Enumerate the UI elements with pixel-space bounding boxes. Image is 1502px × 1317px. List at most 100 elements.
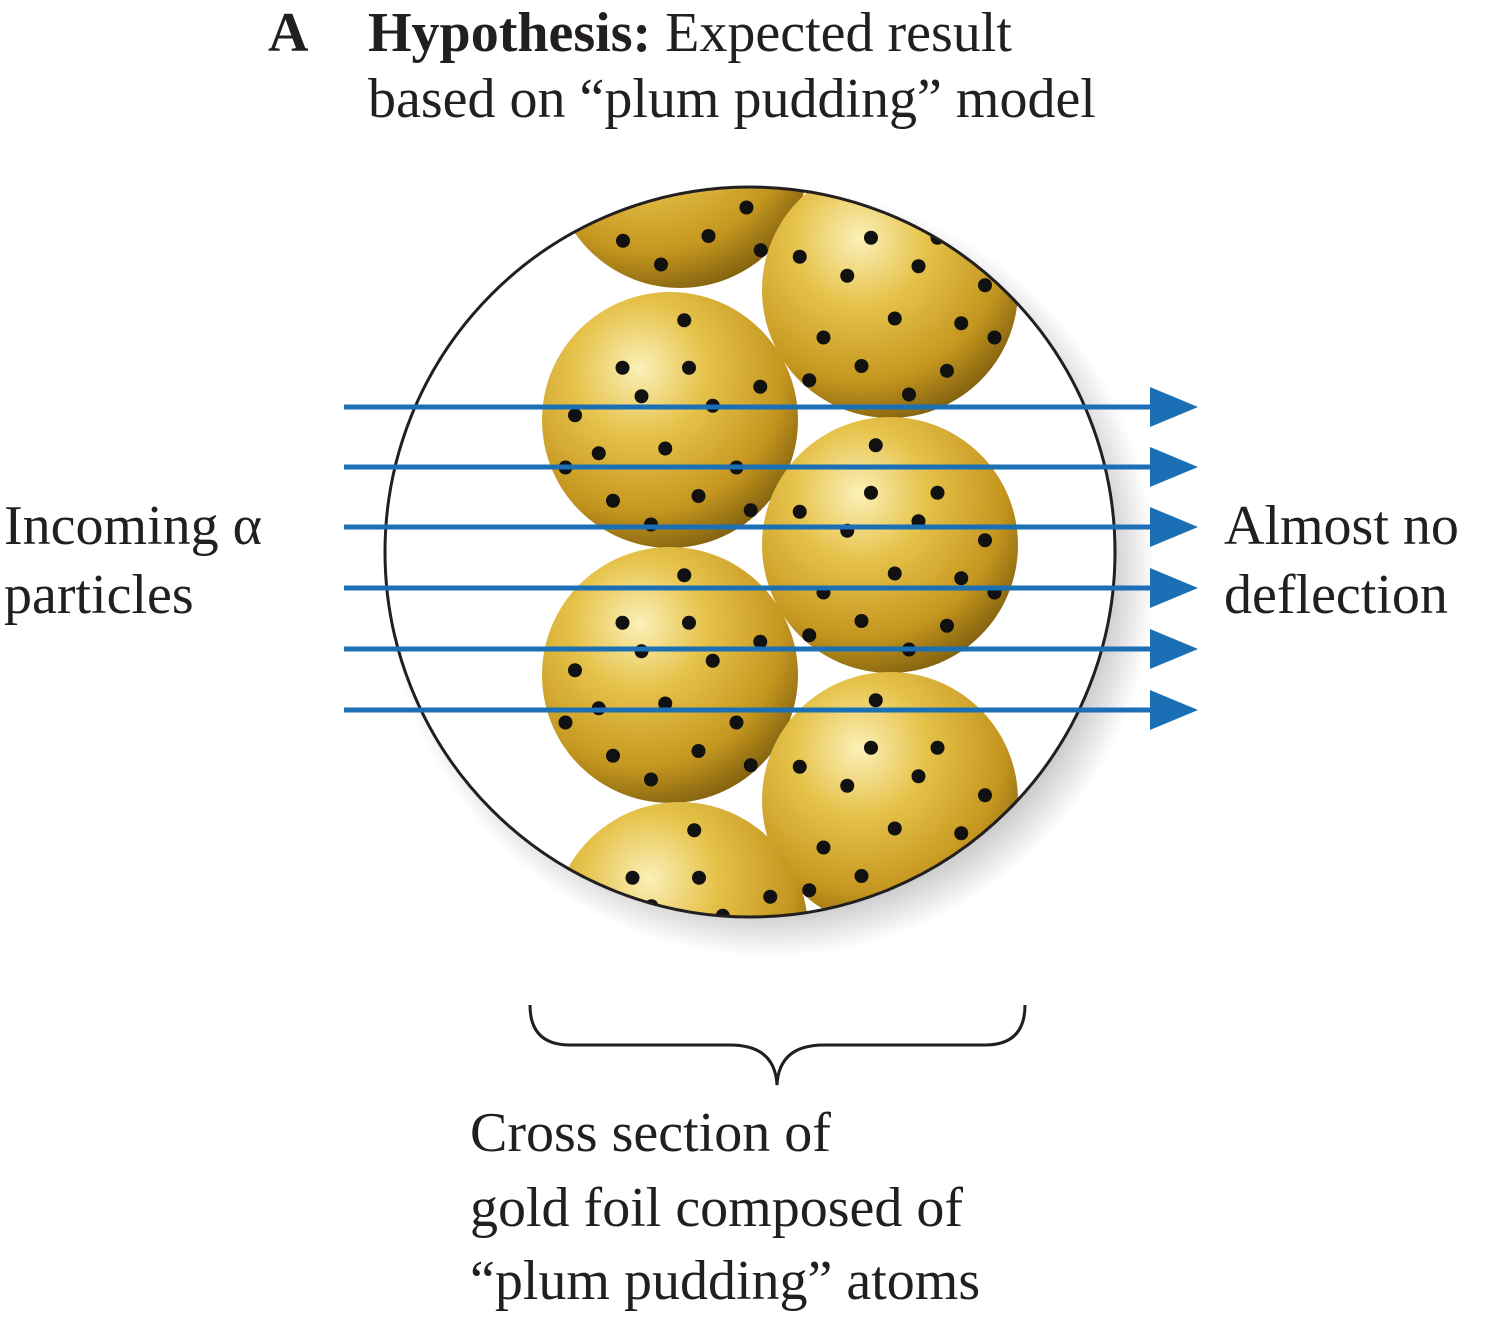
electron <box>802 373 817 388</box>
electron <box>978 788 992 803</box>
electron <box>802 628 817 643</box>
electron <box>816 330 831 345</box>
electron <box>854 869 869 883</box>
electron <box>677 313 692 328</box>
electron <box>716 139 730 153</box>
electron <box>616 233 630 248</box>
electron <box>682 360 696 375</box>
electron <box>792 759 807 774</box>
electron <box>591 446 606 461</box>
arrow-head <box>1150 507 1198 547</box>
electron <box>687 823 702 838</box>
electron <box>740 971 754 985</box>
foil-caption-line1: Cross section of <box>470 1102 831 1164</box>
electron <box>644 772 658 787</box>
electron <box>753 243 768 258</box>
electron <box>868 693 883 708</box>
foil-caption-line2: gold foil composed of <box>470 1177 964 1239</box>
electron <box>743 503 758 518</box>
electron <box>854 614 869 628</box>
electron <box>816 840 831 855</box>
electron <box>978 278 992 293</box>
gold-atom <box>762 187 1018 418</box>
electron <box>902 387 916 402</box>
electron <box>743 758 758 773</box>
electron <box>729 715 744 730</box>
electron <box>654 1028 668 1042</box>
electron <box>568 663 582 678</box>
electron <box>954 826 969 841</box>
panel-letter: A <box>268 2 309 64</box>
electron <box>687 53 701 67</box>
electron <box>615 360 630 375</box>
alpha-particle-paths <box>344 387 1198 730</box>
incoming-label-line1: Incoming α <box>4 495 262 557</box>
electron <box>634 389 649 404</box>
electron <box>602 956 616 970</box>
electron <box>868 438 883 453</box>
heading-bold: Hypothesis: <box>368 2 652 64</box>
electron <box>701 229 716 243</box>
electron <box>887 311 902 326</box>
electron <box>691 744 706 758</box>
electron <box>987 330 1002 345</box>
arrow-head <box>1150 447 1198 487</box>
electron <box>763 889 778 904</box>
electron <box>911 259 926 274</box>
gold-atom <box>552 802 808 917</box>
gold-atom <box>542 547 798 803</box>
electron <box>654 257 668 272</box>
gold-atom <box>542 292 798 548</box>
arrow-head <box>1150 387 1198 427</box>
electron <box>682 615 696 630</box>
electron <box>930 485 945 500</box>
outgoing-label-line1: Almost no <box>1224 495 1459 557</box>
electron <box>677 568 692 583</box>
electron <box>692 870 706 885</box>
electron <box>792 249 807 264</box>
electron <box>606 748 620 763</box>
electron <box>702 999 716 1013</box>
heading-line1: Expected result <box>651 2 1012 64</box>
electron <box>658 441 673 456</box>
electron <box>601 187 616 201</box>
electron <box>911 769 926 784</box>
electron <box>691 489 706 503</box>
electron <box>887 566 902 581</box>
electron <box>868 187 883 198</box>
electron <box>558 715 573 730</box>
electron <box>864 230 878 245</box>
electron <box>840 268 855 283</box>
electron <box>954 571 969 586</box>
electron <box>940 363 954 378</box>
electron <box>569 971 583 985</box>
electron <box>978 533 992 548</box>
electron <box>568 200 583 215</box>
foil-outline <box>383 185 1117 919</box>
arrow-head <box>1150 629 1198 669</box>
electron <box>615 615 630 630</box>
electron <box>864 740 878 755</box>
electron <box>616 1004 630 1018</box>
electron <box>658 696 673 711</box>
electron <box>578 918 592 932</box>
electron <box>954 316 969 331</box>
outgoing-label-line2: deflection <box>1224 564 1448 626</box>
electron <box>854 359 869 373</box>
electron <box>645 129 659 143</box>
electron <box>568 408 582 423</box>
electron <box>792 504 807 519</box>
electron <box>753 379 768 394</box>
electron <box>940 618 954 633</box>
diagram-heading: Hypothesis: Expected result based on “pl… <box>368 0 1096 132</box>
electron <box>606 493 620 508</box>
electron <box>692 101 706 115</box>
gold-atom <box>762 417 1018 673</box>
electron <box>887 821 902 836</box>
electron <box>930 740 945 755</box>
electron <box>668 952 682 966</box>
foil-caption-line3: “plum pudding” atoms <box>470 1250 981 1312</box>
arrow-head <box>1150 568 1198 608</box>
heading-line2: based on “plum pudding” model <box>368 68 1096 130</box>
incoming-label-line2: particles <box>4 564 194 626</box>
